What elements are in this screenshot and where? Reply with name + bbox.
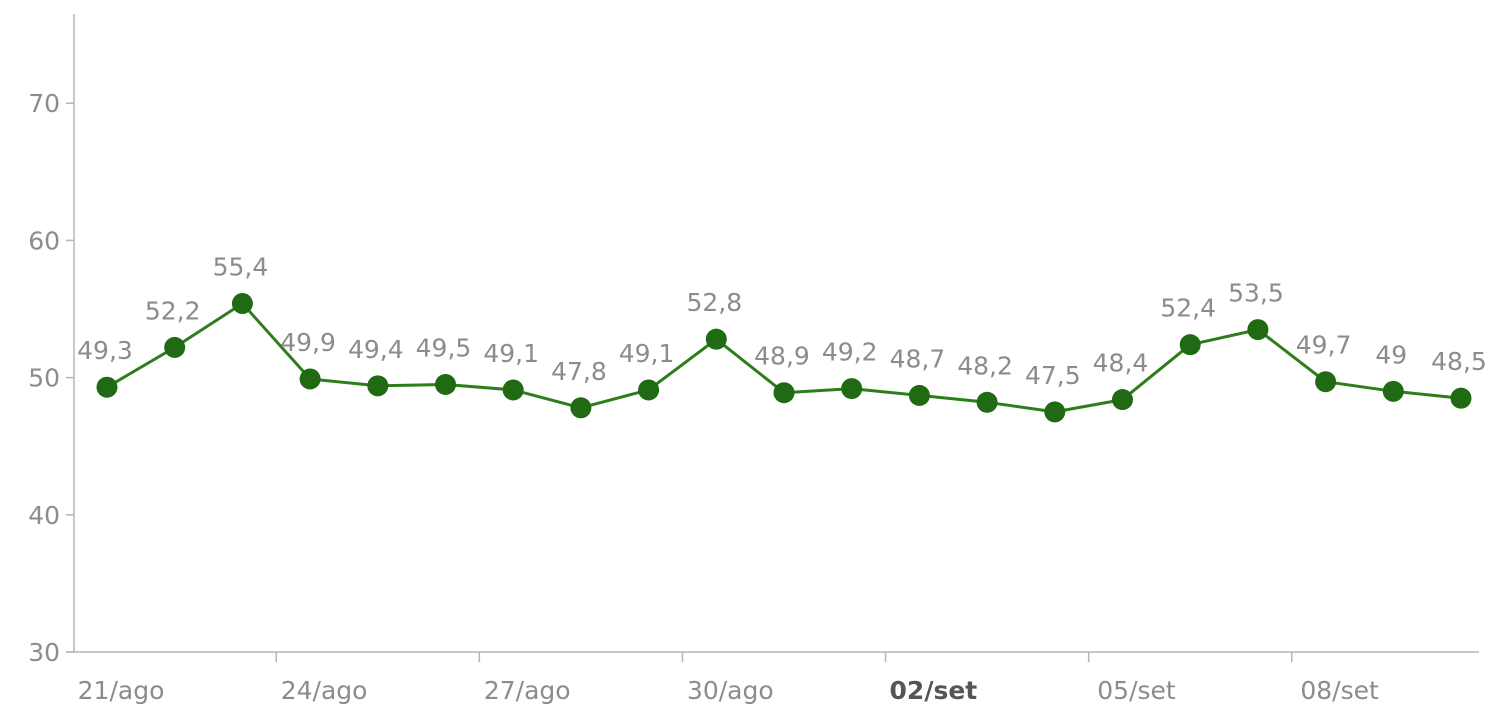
data-point (908, 384, 930, 406)
data-point (299, 368, 321, 390)
data-label: 49,5 (416, 333, 472, 362)
y-tick-label: 70 (28, 89, 60, 118)
y-tick-label: 30 (28, 638, 60, 667)
data-point (841, 378, 863, 400)
data-point (1315, 371, 1337, 393)
data-point (705, 328, 727, 350)
axes (66, 14, 1479, 662)
data-label: 47,5 (1025, 361, 1081, 390)
data-label: 47,8 (551, 357, 607, 386)
x-tick-label: 24/ago (281, 676, 368, 705)
data-label: 48,4 (1093, 349, 1149, 378)
data-point (638, 379, 660, 401)
x-tick-label: 02/set (890, 676, 978, 705)
data-point (1450, 387, 1472, 409)
data-label: 49,1 (619, 339, 675, 368)
data-label: 48,7 (890, 344, 946, 373)
data-label: 49 (1375, 340, 1407, 369)
data-label: 53,5 (1228, 279, 1284, 308)
data-labels: 49,3 52,2 55,4 49,9 49,4 49,5 49,1 47,8 49,1 52,8… (77, 253, 1487, 390)
data-label: 49,4 (348, 335, 404, 364)
series-points (96, 293, 1472, 423)
data-point (773, 382, 795, 404)
data-label: 52,2 (145, 296, 201, 325)
data-label: 48,2 (957, 351, 1013, 380)
data-point (1044, 401, 1066, 423)
data-point (1179, 334, 1201, 356)
y-tick-label: 60 (28, 226, 60, 255)
data-label: 49,3 (77, 336, 133, 365)
x-tick-label: 27/ago (484, 676, 571, 705)
y-tick-label: 50 (28, 364, 60, 393)
data-point (367, 375, 389, 397)
data-label: 49,1 (483, 339, 539, 368)
x-tick-label: 08/set (1300, 676, 1379, 705)
data-point (570, 397, 592, 419)
data-label: 49,9 (280, 328, 336, 357)
data-point (164, 336, 186, 358)
x-axis-tick-labels: 21/ago 24/ago 27/ago 30/ago 02/set 05/set 08/s… (78, 676, 1379, 705)
data-point (1382, 380, 1404, 402)
data-point (502, 379, 524, 401)
data-point (976, 391, 998, 413)
data-label: 55,4 (213, 253, 269, 282)
data-point (435, 373, 456, 395)
data-label: 49,2 (822, 338, 878, 367)
data-label: 48,5 (1431, 347, 1487, 376)
x-tick-label: 05/set (1097, 676, 1176, 705)
y-axis-tick-labels: 30 40 50 60 70 (28, 89, 60, 667)
data-label: 52,8 (686, 288, 742, 317)
data-point (1112, 389, 1133, 411)
y-tick-label: 40 (28, 501, 60, 530)
data-label: 48,9 (754, 342, 810, 371)
x-tick-label: 30/ago (687, 676, 774, 705)
data-label: 49,7 (1296, 331, 1352, 360)
x-tick-label: 21/ago (78, 676, 165, 705)
data-point (96, 376, 118, 398)
data-label: 52,4 (1160, 294, 1216, 323)
data-point (1247, 319, 1269, 341)
data-point (231, 293, 253, 315)
